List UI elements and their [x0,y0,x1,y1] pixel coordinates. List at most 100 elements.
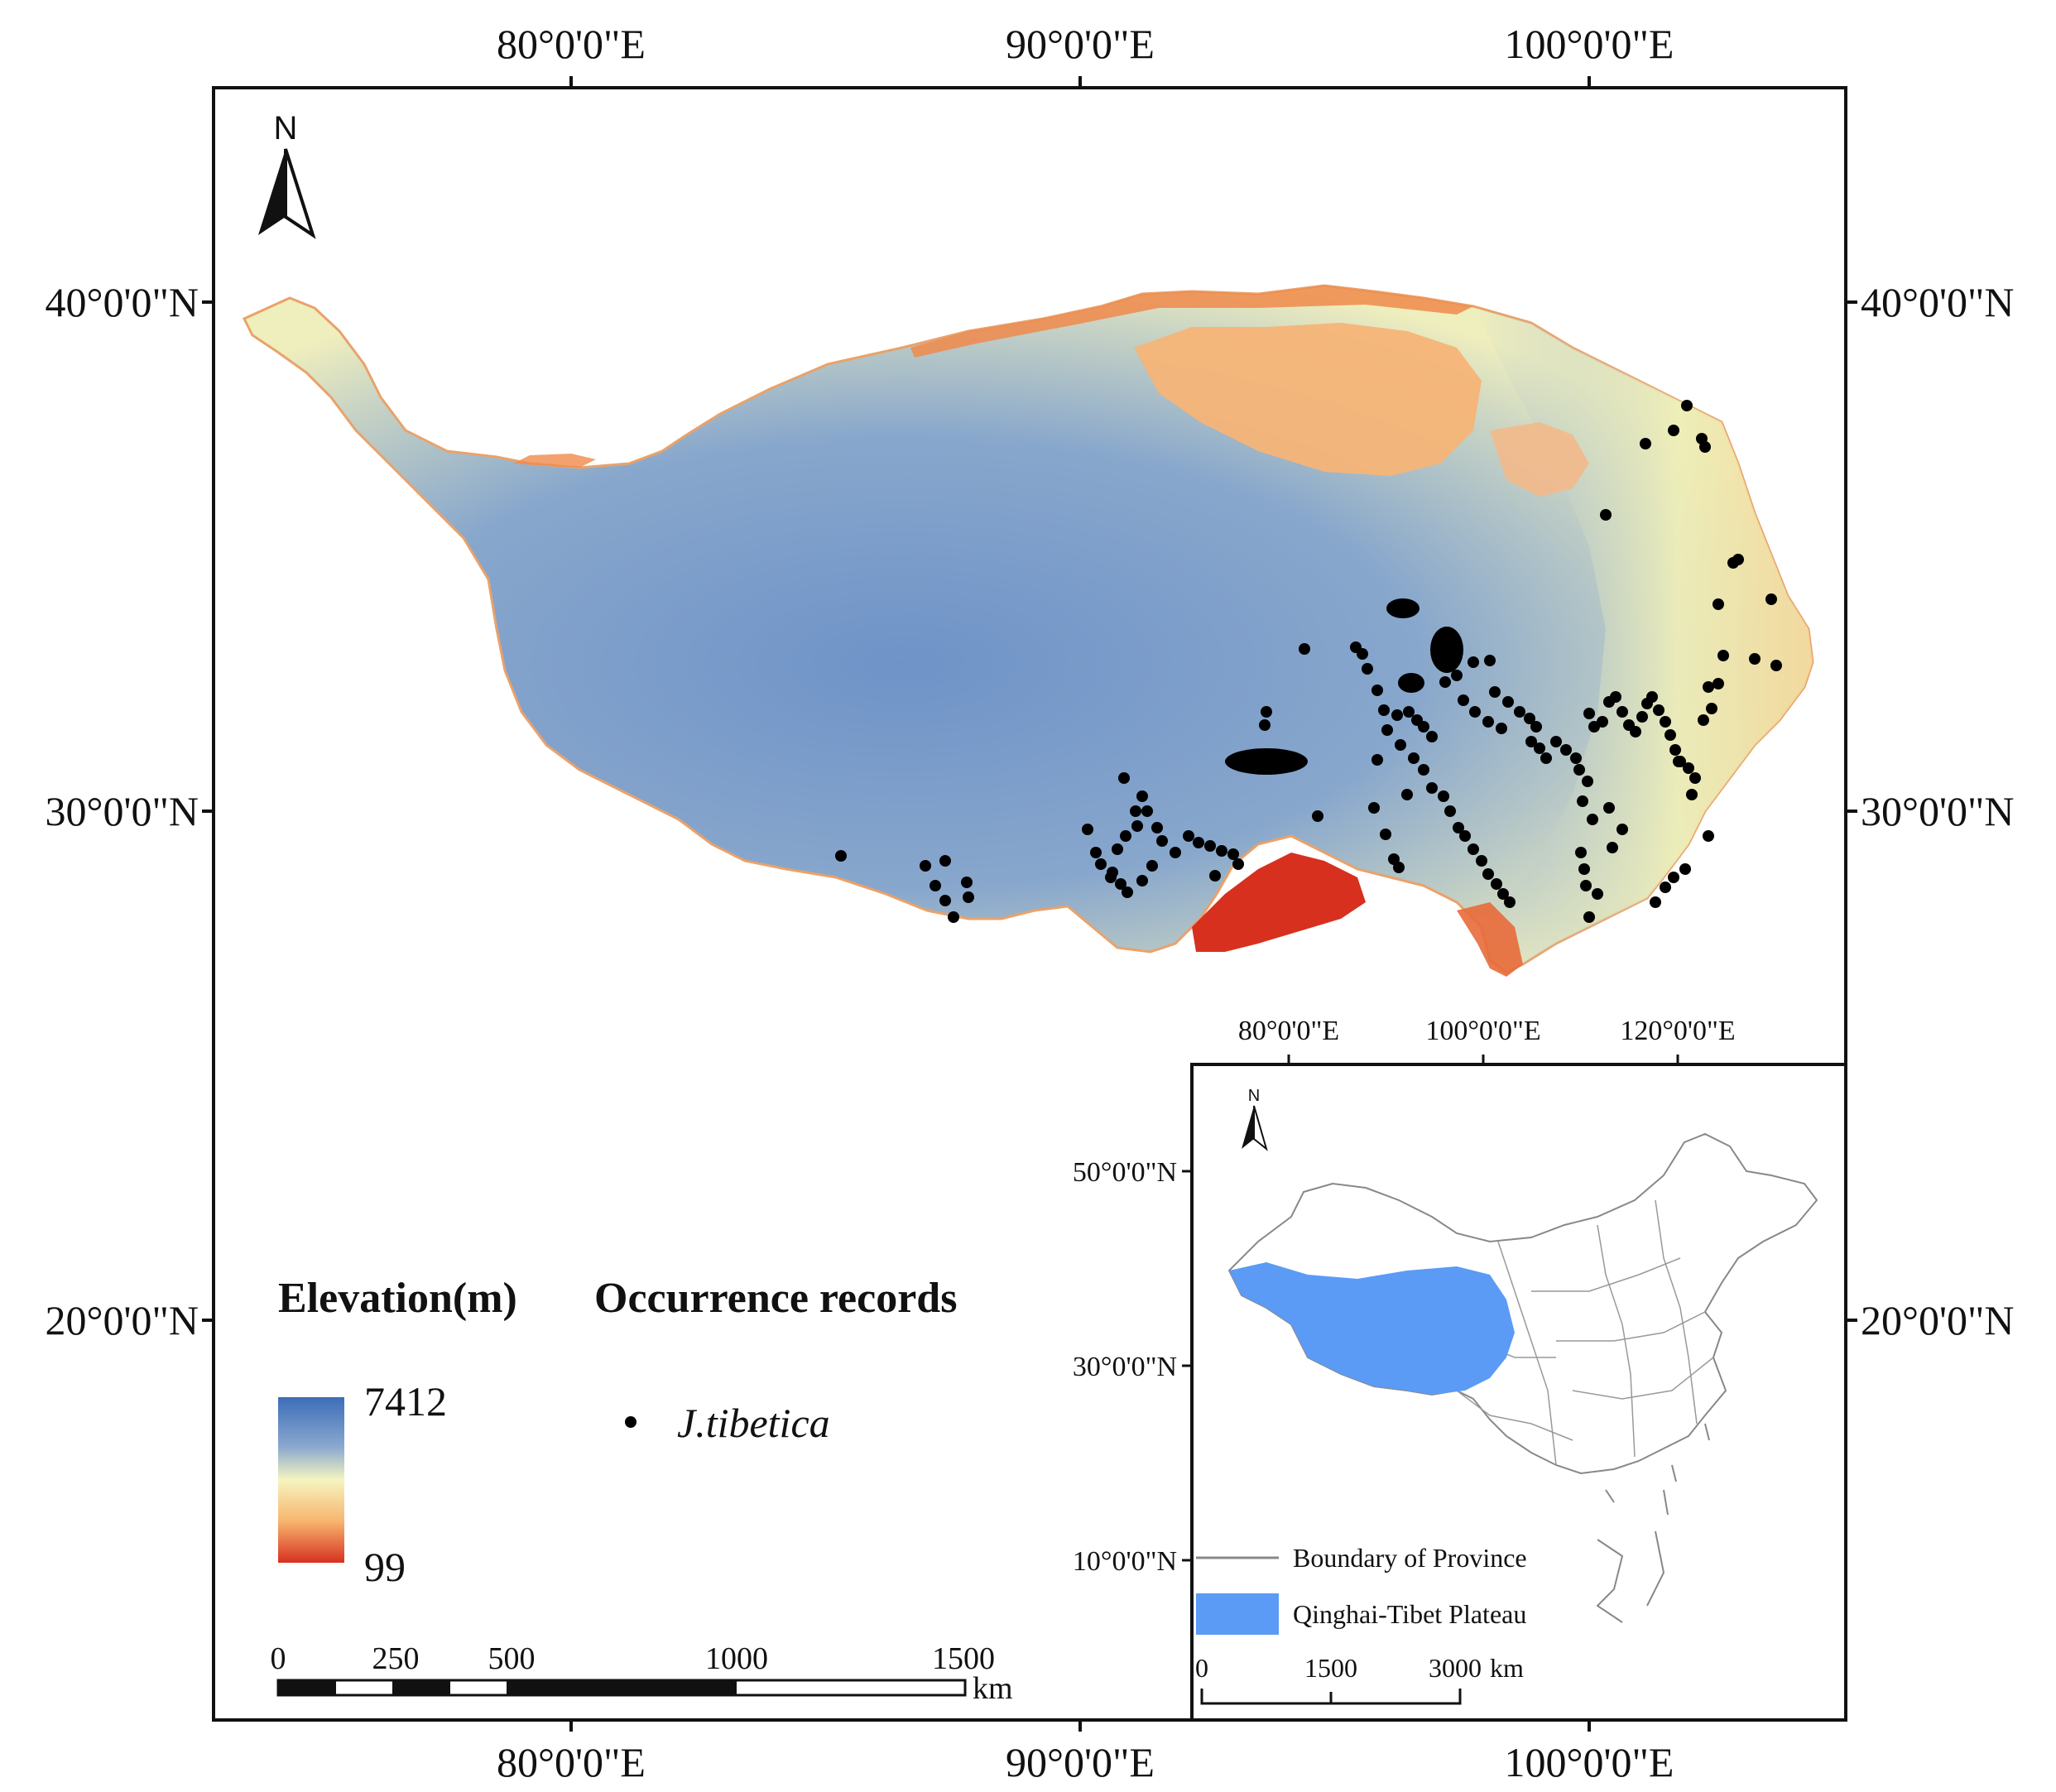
occurrence-point [1668,425,1679,436]
occurrence-point [1582,776,1593,787]
occurrence-point [1765,593,1777,605]
inset-lon-label-100: 100°0'0"E [1425,1016,1540,1046]
inset-lon-label-120: 120°0'0"E [1620,1016,1735,1046]
occurrence-point [920,860,931,872]
occurrence-point [1770,660,1782,671]
occurrence-point [1112,843,1123,855]
occurrence-point [1686,789,1698,800]
occurrence-point [1717,650,1729,661]
occurrence-point [1146,860,1158,872]
occurrence-point [963,891,974,903]
left-lat-label-20: 20°0'0"N [45,1297,199,1343]
north-label: N [274,110,298,147]
inset-lat-label-10: 10°0'0"N [1073,1546,1177,1577]
occurrence-point [1534,742,1545,754]
occurrence-points [835,400,1782,923]
occurrence-point [1703,681,1714,693]
occurrence-point [1550,736,1562,747]
occurrence-point [948,911,959,923]
occurrence-point [1312,810,1323,822]
occurrence-point [1371,754,1383,766]
bottom-lon-label-90: 90°0'0"E [1006,1739,1155,1785]
occurrence-point [1469,706,1481,718]
occurrence-point [1378,704,1390,716]
occurrence-point [1749,653,1761,665]
elevation-min-label: 99 [364,1544,406,1590]
lon-ticks [569,76,1591,1732]
inset-lat-label-50: 50°0'0"N [1073,1157,1177,1188]
occurrence-point [1095,858,1107,870]
inset-scale-label-3000: 3000 [1429,1653,1482,1683]
occurrence-point [1082,824,1093,835]
occurrence-point [1525,736,1537,747]
occurrence-point [1497,888,1509,900]
left-lat-label-40: 40°0'0"N [45,279,199,325]
scale-label-500: 500 [488,1641,536,1676]
left-lat-label-30: 30°0'0"N [45,788,199,834]
occurrence-point [1393,862,1405,873]
occurrence-point [1669,744,1681,756]
elevation-legend-title: Elevation(m) [278,1275,517,1322]
occurrence-point [1459,830,1471,842]
occurrence-point [1640,438,1651,449]
occurrence-point [1673,756,1684,767]
occurrence-point [1713,598,1724,610]
occurrence-point [1491,878,1502,890]
occurrence-point [1453,822,1464,834]
inset-scale-label-1500: 1500 [1304,1653,1357,1683]
occurrence-point [1489,686,1501,698]
plateau-legend-label: Qinghai-Tibet Plateau [1293,1599,1526,1629]
occurrence-point [1560,744,1572,756]
occurrence-point [1451,670,1463,681]
inset-map: 80°0'0"E 100°0'0"E 120°0'0"E 50°0'0"N 30… [1073,1016,1847,1722]
occurrence-point [939,855,951,867]
occurrence-point [1616,824,1628,835]
occurrence-point [1668,872,1679,883]
occurrence-point [1136,875,1148,886]
occurrence-point [1583,708,1595,719]
occurrence-point [1299,643,1310,655]
occurrence-point [1403,706,1415,718]
occurrence-point [1597,716,1608,728]
occurrence-point [1524,713,1535,724]
occurrence-point [1610,691,1621,703]
occurrence-point [1660,716,1671,728]
occurrence-point [1156,835,1168,847]
occurrence-point [1468,843,1479,855]
occurrence-point [1118,772,1130,784]
inset-plateau-region [1229,1262,1515,1395]
occurrence-point [1438,790,1449,802]
north-arrow-icon: N [258,110,316,239]
scale-label-1500: 1500 [932,1641,995,1676]
occurrence-point [930,880,941,891]
occurrence-point [1090,847,1102,858]
scale-unit: km [973,1671,1013,1706]
occurrence-point [1587,814,1598,825]
occurrence-point [1232,858,1244,870]
occurrence-point [1418,721,1429,733]
occurrence-point [1583,911,1595,923]
occurrence-point [1259,719,1271,731]
occurrence-point [1630,726,1641,737]
occurrence-point [1444,805,1456,817]
occurrence-point [1357,648,1368,660]
occurrence-point [1468,656,1479,668]
occurrence-point [1679,863,1691,875]
elevation-color-ramp [278,1397,344,1563]
occurrence-point [1476,855,1487,867]
inset-scale-unit: km [1490,1653,1524,1683]
occurrence-point [1482,868,1494,880]
occurrence-point [1458,694,1469,706]
scale-label-0: 0 [271,1641,286,1676]
occurrence-point [1368,802,1380,814]
occurrence-cluster-north [1430,627,1463,673]
occurrence-point [1209,870,1221,882]
occurrence-point [1391,709,1403,721]
occurrence-point [1616,706,1628,718]
occurrence-cluster-lhasa [1225,748,1308,775]
elevation-max-label: 7412 [364,1378,447,1424]
inset-lat-label-30: 30°0'0"N [1073,1352,1177,1382]
occurrence-point [1380,829,1391,840]
right-lat-label-20: 20°0'0"N [1861,1297,2015,1343]
